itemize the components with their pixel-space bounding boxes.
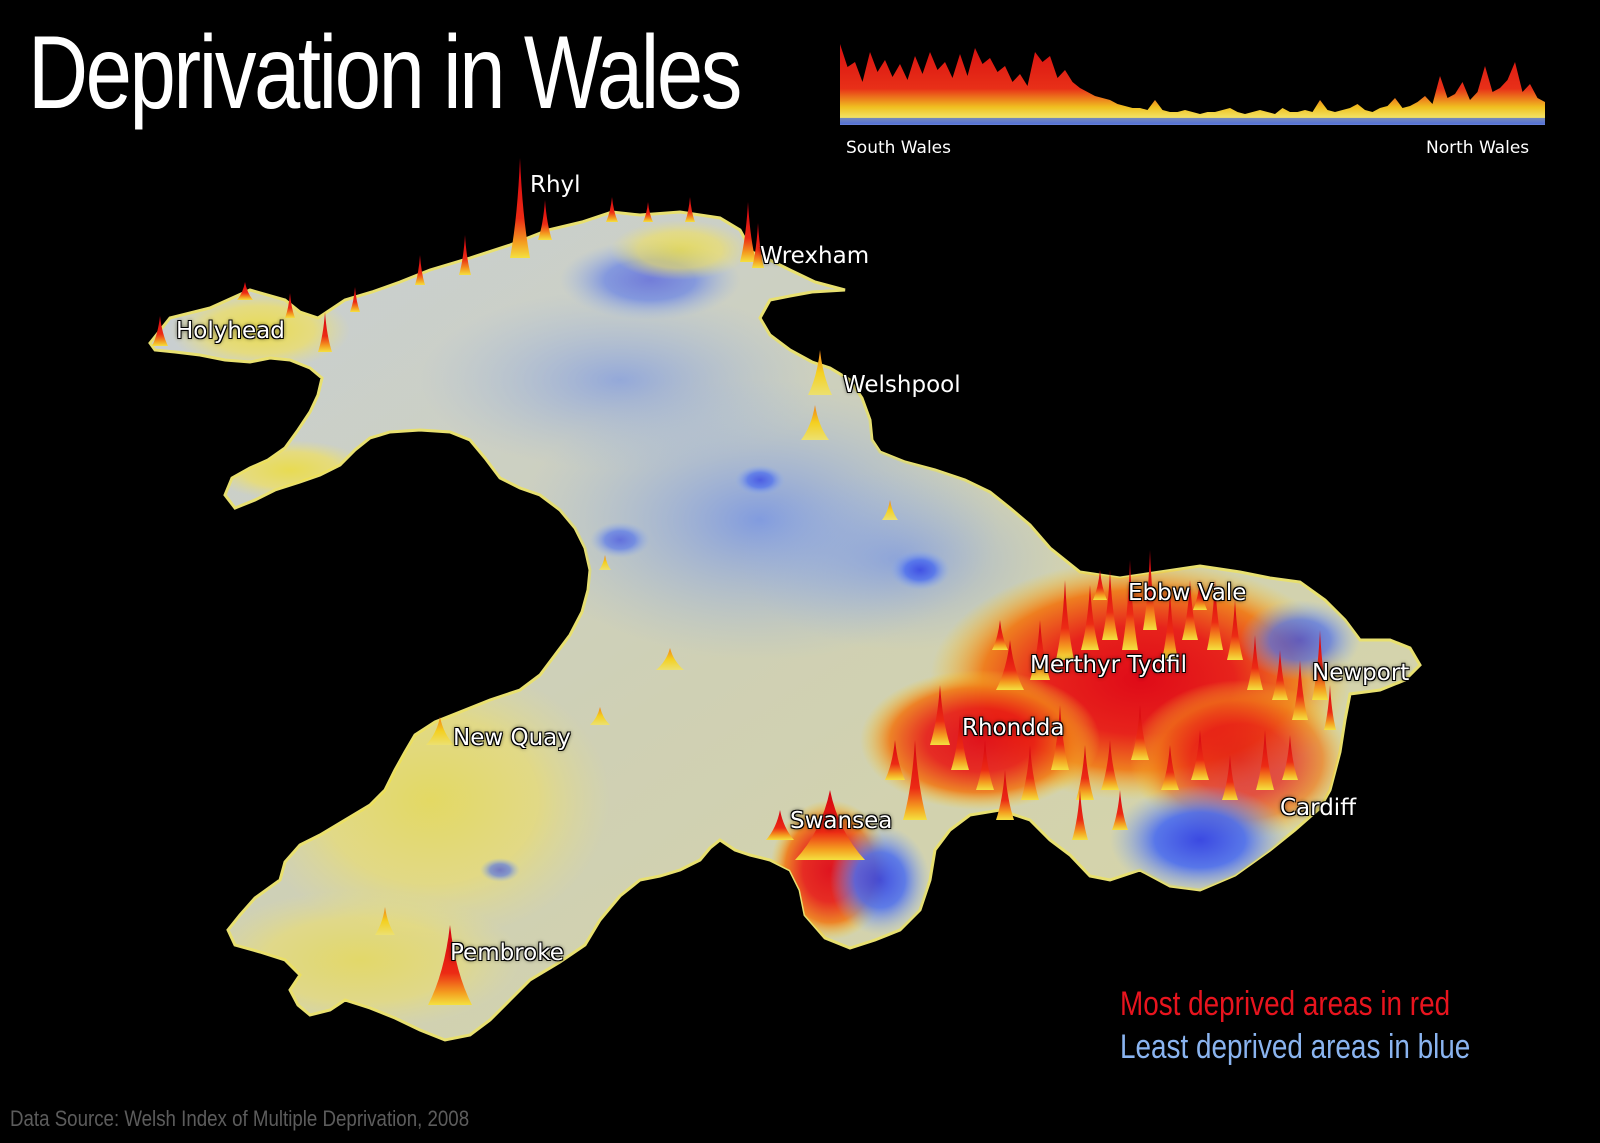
minor-peak-7: [599, 555, 611, 570]
valleys-peak-6: [1143, 550, 1157, 630]
surface-area-vale: [1110, 785, 1290, 895]
profile-silhouette: [840, 44, 1545, 125]
valleys-peak-3: [1081, 585, 1099, 650]
swansea-peak-west: [766, 810, 794, 840]
valleys-peak-16: [930, 685, 950, 745]
north-peak-2: [459, 235, 471, 275]
valleys-peak-34: [1093, 570, 1107, 600]
legend-most-text: Most deprived areas in red: [1120, 985, 1451, 1023]
valleys-peak-25: [1131, 705, 1149, 760]
place-label-welshpool: Welshpool: [843, 372, 961, 398]
valleys-peak-28: [1222, 755, 1238, 800]
north-peak-0: [510, 158, 530, 258]
north-peak-12: [350, 287, 360, 312]
place-label-cardiff: Cardiff: [1280, 795, 1357, 821]
north-peak-10: [285, 293, 295, 318]
valleys-peak-29: [1256, 730, 1274, 790]
north-peak-11: [152, 316, 168, 346]
place-label-swansea: Swansea: [790, 808, 893, 834]
surface-area-spot-4: [480, 858, 520, 882]
surface-area-spot-2: [735, 465, 785, 495]
minor-peak-4: [426, 717, 454, 745]
valleys-peak-23: [1076, 745, 1094, 800]
valleys-peak-27: [1191, 730, 1209, 780]
valleys-peak-15: [1324, 685, 1336, 730]
valleys-peak-1: [1030, 620, 1050, 680]
surface-area-llyn: [210, 440, 370, 500]
surface-area-monmouth: [1240, 600, 1360, 680]
north-peak-7: [740, 202, 756, 262]
valleys-peak-22: [1051, 705, 1069, 770]
place-label-rhyl: Rhyl: [530, 172, 581, 198]
surface-area-spot-3: [590, 522, 650, 558]
north-peak-5: [643, 202, 653, 222]
pembroke-peak: [428, 925, 472, 1005]
valleys-peak-20: [996, 770, 1014, 820]
valleys-peak-2: [1056, 580, 1074, 660]
map-title: Deprivation in Wales: [28, 15, 742, 131]
data-source: Data Source: Welsh Index of Multiple Dep…: [10, 1106, 470, 1131]
swansea-peak: [795, 790, 865, 860]
valleys-peak-19: [903, 740, 927, 820]
place-label-new-quay: New Quay: [453, 725, 571, 751]
place-label-wrexham: Wrexham: [760, 243, 870, 269]
valleys-peak-10: [1227, 600, 1243, 660]
valleys-peak-11: [1247, 635, 1263, 690]
legend-least-deprived: Least deprived areas in blue: [1120, 1028, 1470, 1067]
surface-area-snowdonia: [420, 290, 820, 470]
north-south-profile: [840, 44, 1545, 125]
valleys-peak-36: [885, 740, 905, 780]
valleys-peak-32: [1112, 790, 1128, 830]
valleys-peak-33: [992, 620, 1008, 650]
valleys-peak-12: [1272, 650, 1288, 700]
legend-least-text: Least deprived areas in blue: [1120, 1028, 1471, 1066]
minor-peak-5: [590, 707, 610, 725]
valleys-peak-9: [1207, 580, 1223, 650]
place-label-pembroke: Pembroke: [450, 940, 564, 966]
valleys-peak-26: [1161, 745, 1179, 790]
profile-label-north: North Wales: [1426, 138, 1530, 158]
valleys-peak-0: [996, 640, 1024, 690]
north-peak-1: [538, 200, 552, 240]
valleys-peak-8: [1182, 580, 1198, 640]
place-label-newport: Newport: [1312, 660, 1410, 686]
surface-area-spot-1: [890, 550, 950, 590]
valleys-peak-13: [1292, 660, 1308, 720]
profile-label-south: South Wales: [846, 138, 951, 158]
valleys-peak-5: [1122, 560, 1138, 650]
north-peak-4: [606, 197, 618, 222]
valleys-peak-30: [1282, 735, 1298, 780]
valleys-peak-4: [1102, 570, 1118, 640]
valleys-peak-31: [1072, 790, 1088, 840]
valleys-peak-21: [1021, 745, 1039, 800]
minor-peak-2: [882, 500, 898, 520]
deprivation-peaks: [152, 158, 1336, 1005]
minor-peak-1: [801, 405, 829, 440]
valleys-peak-14: [1312, 630, 1328, 700]
minor-peak-6: [375, 907, 395, 935]
surface-area-north-coast: [610, 220, 750, 280]
north-peak-13: [237, 282, 253, 300]
north-peak-3: [415, 255, 425, 285]
place-label-ebbw-vale: Ebbw Vale: [1128, 580, 1247, 606]
legend-most-deprived: Most deprived areas in red: [1120, 985, 1450, 1024]
profile-baseline: [840, 118, 1545, 124]
valleys-peak-24: [1101, 740, 1119, 790]
minor-peak-3: [656, 648, 684, 670]
valleys-peak-35: [1193, 580, 1207, 610]
place-label-merthyr-tydfil: Merthyr Tydfil: [1030, 652, 1187, 678]
north-peak-8: [752, 223, 764, 268]
place-label-rhondda: Rhondda: [962, 715, 1065, 741]
minor-peak-0: [808, 350, 832, 395]
place-label-holyhead: Holyhead: [176, 318, 285, 344]
surface-area-rhondda: [860, 670, 1100, 810]
north-peak-6: [685, 197, 695, 222]
valleys-peak-18: [976, 740, 994, 790]
valleys-peak-17: [951, 715, 969, 770]
north-peak-9: [318, 312, 332, 352]
valleys-peak-7: [1162, 590, 1178, 660]
